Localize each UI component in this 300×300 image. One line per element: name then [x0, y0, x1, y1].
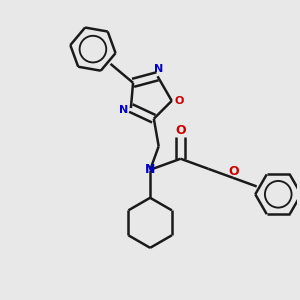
- Text: O: O: [174, 96, 184, 106]
- Text: O: O: [175, 124, 186, 137]
- Text: O: O: [228, 165, 239, 178]
- Text: N: N: [119, 104, 128, 115]
- Text: N: N: [145, 163, 155, 176]
- Text: N: N: [154, 64, 164, 74]
